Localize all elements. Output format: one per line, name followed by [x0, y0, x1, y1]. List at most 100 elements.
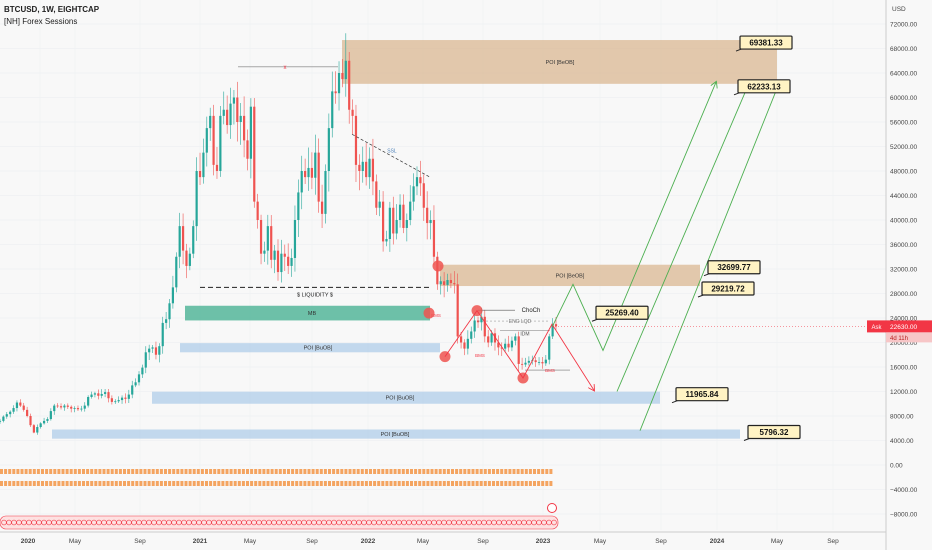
session-bar-a: [299, 469, 303, 474]
session-bar-a: [508, 469, 512, 474]
session-bar-a: [455, 469, 459, 474]
session-bar-a: [94, 469, 98, 474]
session-bar-a: [32, 469, 36, 474]
candle-body: [76, 408, 80, 410]
candle-body: [131, 385, 134, 395]
candle-body: [381, 201, 385, 242]
candle-body: [385, 238, 388, 242]
price-callout-text: 25269.40: [605, 309, 639, 318]
session-bar-b: [528, 481, 532, 486]
session-bar-a: [451, 469, 454, 474]
session-bar-a: [385, 469, 389, 474]
session-bar-a: [172, 469, 176, 474]
session-bar-a: [537, 469, 541, 474]
grid-lines: [0, 23, 886, 515]
session-bar-a: [266, 469, 270, 474]
session-bar-b: [36, 481, 40, 486]
candle-body: [137, 374, 141, 383]
price-callout-text: 11965.84: [686, 390, 719, 399]
candle-body: [83, 405, 86, 409]
candle-body: [459, 336, 463, 343]
candle-body: [537, 362, 541, 363]
session-bar-b: [192, 481, 196, 486]
candle-body: [205, 128, 208, 153]
time-tick-label: 2020: [21, 538, 36, 545]
session-bar-b: [45, 481, 49, 486]
session-bar-b: [467, 481, 471, 486]
candle-body: [161, 322, 164, 347]
session-bar-a: [352, 469, 356, 474]
session-bar-a: [45, 469, 49, 474]
session-bar-b: [492, 481, 495, 486]
time-tick-label: May: [244, 538, 257, 545]
session-bar-b: [65, 481, 69, 486]
candle-body: [412, 186, 415, 202]
candle-body: [544, 359, 547, 364]
session-bar-a: [90, 469, 94, 474]
eng-lqd-label: ENG LQD: [509, 319, 532, 325]
price-tick-label: 8000.00: [890, 414, 914, 421]
candle-body: [463, 342, 466, 349]
ssl-label: SSL: [387, 149, 397, 155]
session-bar-a: [147, 469, 151, 474]
choch-label: ChoCh: [522, 308, 541, 314]
candle-body: [365, 161, 368, 178]
price-callout-box: [739, 35, 793, 50]
candle-body: [507, 343, 510, 348]
candle-body: [429, 220, 432, 224]
session-bar-a: [82, 469, 85, 474]
price-tick-label: 48000.00: [890, 169, 917, 176]
candle-body: [70, 406, 73, 409]
session-bar-b: [205, 481, 208, 486]
session-bar-a: [328, 469, 331, 474]
session-bar-b: [209, 481, 213, 486]
session-bar-b: [414, 481, 418, 486]
candle-body: [141, 367, 144, 375]
candle-body: [517, 336, 520, 364]
session-bar-a: [188, 469, 192, 474]
candle-body: [110, 398, 113, 402]
session-bar-a: [533, 469, 536, 474]
session-bar-a: [541, 469, 545, 474]
candle-body: [222, 109, 225, 116]
session-bar-b: [475, 481, 479, 486]
session-bar-b: [311, 481, 315, 486]
session-bar-b: [106, 481, 110, 486]
candle-body: [212, 115, 215, 165]
session-bar-a: [291, 469, 295, 474]
candle-body: [22, 405, 25, 410]
price-tick-label: 56000.00: [890, 120, 917, 127]
candle-body: [273, 250, 276, 260]
session-bar-b: [0, 481, 3, 486]
session-bar-a: [459, 469, 463, 474]
candle-body: [354, 115, 358, 165]
candle-body: [337, 73, 341, 94]
price-tick-label: 4000.00: [890, 438, 914, 445]
time-tick-label: May: [594, 538, 607, 545]
candle-body: [500, 347, 503, 349]
candle-body: [49, 411, 52, 420]
session-bar-b: [344, 481, 348, 486]
session-bar-a: [426, 469, 430, 474]
indicator-label: [NH] Forex Sessions: [4, 17, 78, 26]
session-bar-b: [496, 481, 500, 486]
green-projection-path-3: [639, 81, 780, 431]
poi-buob-upper-zone: [180, 343, 440, 353]
session-bar-a: [73, 469, 77, 474]
candle-body: [253, 106, 256, 202]
time-tick-label: 2021: [193, 538, 208, 545]
candle-body: [371, 158, 375, 182]
session-bar-a: [319, 469, 323, 474]
candle-body: [483, 316, 486, 337]
session-bar-b: [533, 481, 536, 486]
session-bar-b: [287, 481, 290, 486]
candle-body: [504, 343, 507, 349]
candle-body: [107, 392, 110, 399]
session-bar-a: [237, 469, 241, 474]
bms-label-1: BMS: [431, 313, 441, 318]
candle-body: [493, 333, 497, 343]
candle-body: [144, 352, 147, 368]
session-bar-a: [373, 469, 377, 474]
